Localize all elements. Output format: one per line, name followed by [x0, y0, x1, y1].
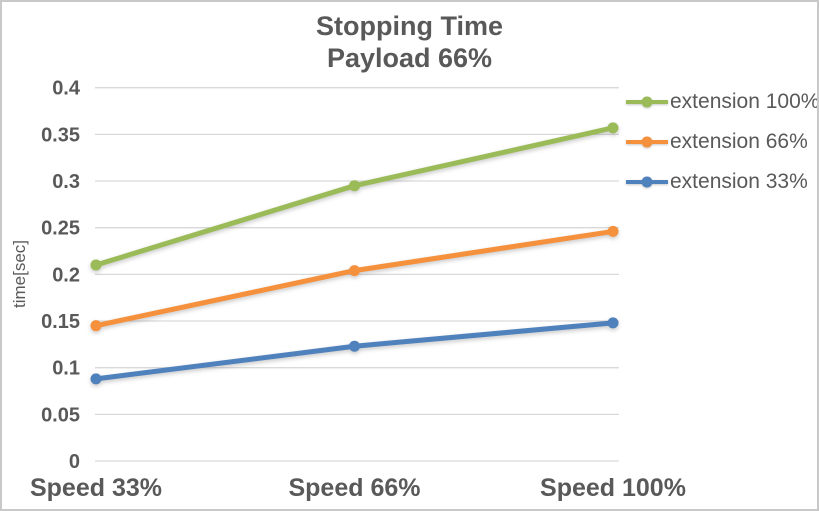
data-point-marker — [349, 180, 360, 192]
data-point-marker — [607, 122, 619, 134]
x-tick-label: Speed 100% — [540, 474, 686, 502]
chart-title: Stopping Time — [316, 11, 503, 41]
legend-item: extension 66% — [625, 130, 817, 153]
y-tick-label: 0.4 — [52, 78, 81, 100]
y-tick-label: 0 — [69, 451, 80, 473]
chart-title-block: Stopping Time Payload 66% — [2, 10, 817, 74]
y-tick-label: 0.35 — [41, 124, 80, 146]
legend-item: extension 33% — [625, 170, 817, 193]
legend-label: extension 100% — [670, 90, 819, 113]
y-tick-label: 0.1 — [52, 358, 80, 380]
y-tick-label: 0.15 — [41, 311, 80, 333]
legend-marker-icon — [626, 96, 668, 108]
y-tick-label: 0.2 — [52, 264, 80, 286]
data-point-marker — [607, 225, 619, 237]
chart-subtitle: Payload 66% — [326, 43, 493, 73]
legend-marker-icon — [626, 136, 668, 148]
data-point-marker — [349, 340, 360, 352]
legend-item: extension 100% — [625, 90, 819, 113]
series-extension-33- — [90, 317, 619, 385]
series-line — [93, 228, 616, 329]
data-point-marker — [90, 259, 102, 271]
x-tick-label: Speed 33% — [30, 474, 162, 502]
data-point-marker — [90, 373, 102, 385]
y-tick-label: 0.25 — [41, 218, 80, 240]
data-point-marker — [607, 317, 619, 329]
series-extension-100- — [90, 122, 619, 271]
legend-marker-icon — [626, 176, 668, 188]
y-tick-label: 0.3 — [52, 171, 80, 193]
y-tick-label: 0.05 — [41, 404, 80, 426]
x-tick-label: Speed 66% — [288, 474, 420, 502]
legend-label: extension 66% — [670, 130, 808, 153]
series-extension-66- — [90, 225, 619, 332]
data-point-marker — [349, 265, 360, 277]
legend: extension 100% extension 66% extension 33% — [625, 90, 819, 211]
data-point-marker — [90, 320, 102, 332]
legend-label: extension 33% — [670, 170, 808, 193]
